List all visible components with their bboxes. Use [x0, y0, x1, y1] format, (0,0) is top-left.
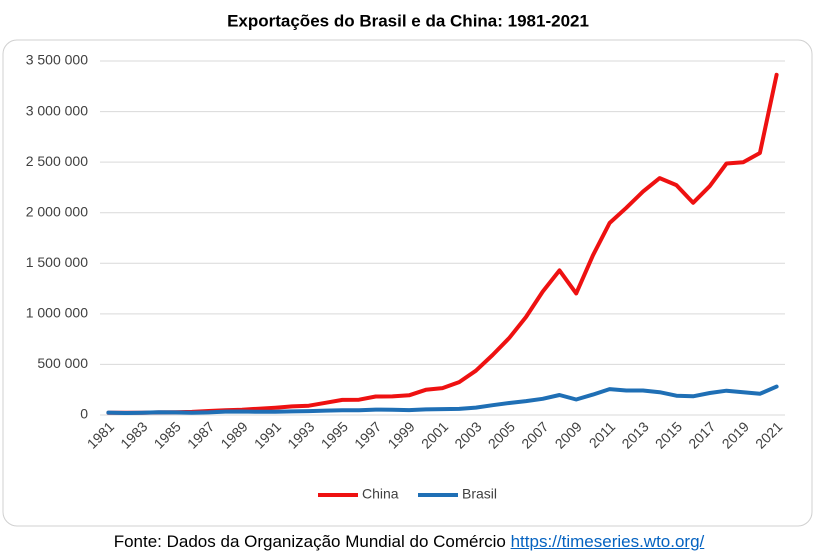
data-line: [106, 384, 779, 415]
chart-title: Exportações do Brasil e da China: 1981-2…: [227, 11, 589, 30]
source-text: Fonte: Dados da Organização Mundial do C…: [113, 532, 506, 551]
y-tick-label: 2 000 000: [26, 203, 88, 219]
y-tick-label: 500 000: [37, 355, 88, 371]
y-tick-label: 1 500 000: [26, 254, 88, 270]
y-tick-label: 1 000 000: [26, 305, 88, 321]
chart: Exportações do Brasil e da China: 1981-2…: [2, 11, 813, 527]
legend-label: China: [362, 486, 399, 502]
y-tick-label: 0: [80, 406, 88, 422]
source-link[interactable]: https://timeseries.wto.org/: [510, 532, 705, 551]
y-tick-label: 2 500 000: [26, 153, 88, 169]
y-tick-label: 3 000 000: [26, 102, 88, 118]
y-tick-label: 3 500 000: [26, 52, 88, 68]
source-note: Fonte: Dados da Organização Mundial do C…: [0, 532, 818, 552]
chart-frame: [2, 39, 813, 527]
legend-label: Brasil: [462, 486, 497, 502]
